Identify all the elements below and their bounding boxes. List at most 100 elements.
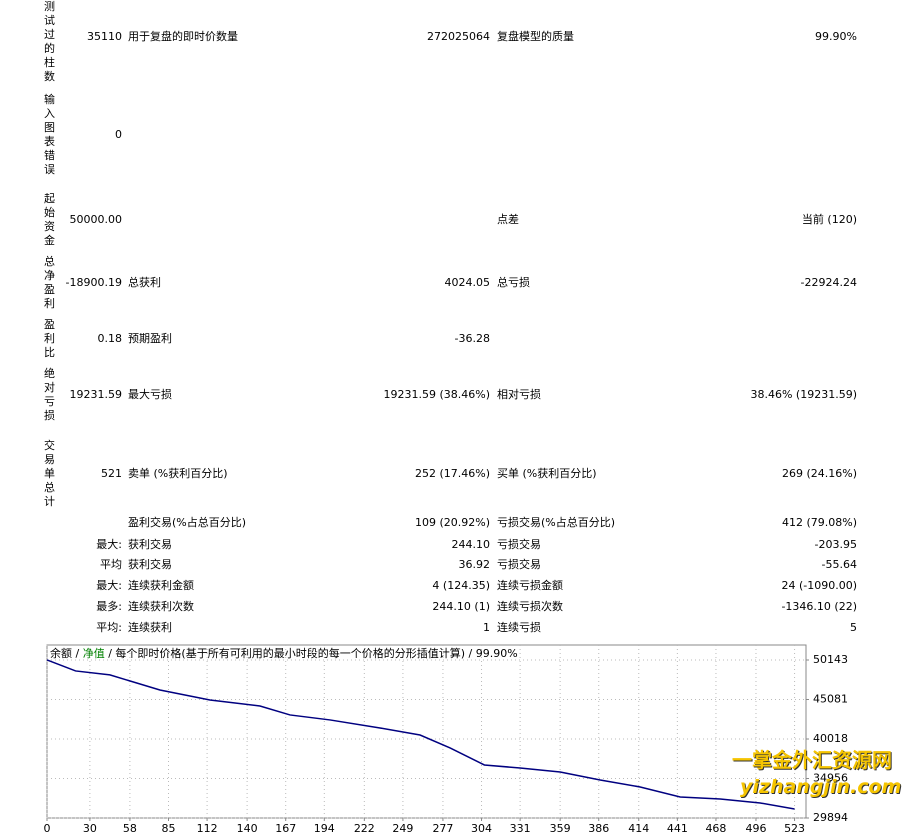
row-prefix: 平均 <box>100 558 122 571</box>
row-label: 盈利比 <box>44 318 55 359</box>
watermark-url: yizhangjin.com <box>740 776 902 798</box>
field-name: 预期盈利 <box>128 332 172 345</box>
field-name: 连续获利 <box>128 621 172 634</box>
x-tick-label: 140 <box>237 822 258 835</box>
balance-line <box>46 659 795 810</box>
field-value: 4024.05 <box>444 276 491 289</box>
row-value: 19231.59 <box>69 388 123 401</box>
legend: 余额 / 净值 / 每个即时价格(基于所有可利用的最小时段的每一个价格的分形插值… <box>50 646 518 660</box>
row-value: -18900.19 <box>65 276 122 289</box>
field-value: 272025064 <box>427 30 490 43</box>
field-value: 19231.59 (38.46%) <box>383 388 490 401</box>
field-value: -22924.24 <box>800 276 857 289</box>
field-name: 相对亏损 <box>497 388 541 401</box>
x-tick-label: 85 <box>161 822 175 835</box>
row-prefix: 平均: <box>96 621 122 634</box>
row-prefix: 最大: <box>96 538 122 551</box>
field-value: 252 (17.46%) <box>414 467 490 480</box>
field-value: 36.92 <box>458 558 491 571</box>
field-value: -36.28 <box>454 332 490 345</box>
row-value: 0.18 <box>97 332 123 345</box>
field-name: 连续亏损金额 <box>497 579 563 592</box>
field-name: 连续亏损 <box>497 621 541 634</box>
x-tick-label: 167 <box>275 822 296 835</box>
field-name: 亏损交易 <box>497 538 541 551</box>
field-name: 卖单 (%获利百分比) <box>128 467 228 480</box>
x-tick-label: 0 <box>44 822 51 835</box>
row-value: 521 <box>101 467 122 480</box>
x-tick-label: 277 <box>432 822 453 835</box>
row-value: 50000.00 <box>69 213 123 226</box>
x-tick-label: 359 <box>550 822 571 835</box>
x-tick-label: 30 <box>83 822 97 835</box>
field-name: 连续获利次数 <box>128 600 194 613</box>
field-value: 38.46% (19231.59) <box>750 388 857 401</box>
plot-area <box>46 644 807 819</box>
x-tick-label: 249 <box>392 822 413 835</box>
row-label: 交易单总计 <box>44 439 55 508</box>
field-value: 244.10 <box>451 538 491 551</box>
x-tick-label: 414 <box>628 822 649 835</box>
y-tick-label: 29894 <box>813 811 848 824</box>
field-value: 24 (-1090.00) <box>781 579 857 592</box>
legend-item: 余额 <box>50 646 72 660</box>
legend-separator: / <box>72 647 83 660</box>
x-tick-label: 496 <box>745 822 766 835</box>
y-tick-label: 45081 <box>813 692 848 705</box>
row-label: 总净盈利 <box>44 255 55 310</box>
x-tick-label: 58 <box>123 822 137 835</box>
x-tick-label: 112 <box>197 822 218 835</box>
field-name: 点差 <box>497 213 519 226</box>
row-prefix: 最多: <box>96 600 122 613</box>
field-value: -1346.10 (22) <box>781 600 857 613</box>
row-label: 起始资金 <box>44 192 55 247</box>
x-tick-label: 468 <box>705 822 726 835</box>
field-name: 复盘模型的质量 <box>497 30 574 43</box>
field-name: 用于复盘的即时价数量 <box>128 30 238 43</box>
legend-item: 每个即时价格(基于所有可利用的最小时段的每一个价格的分形插值计算) <box>115 646 465 660</box>
field-value: 5 <box>850 621 857 634</box>
field-name: 总获利 <box>128 276 161 289</box>
field-name: 亏损交易 <box>497 558 541 571</box>
x-tick-label: 331 <box>510 822 531 835</box>
field-value: 244.10 (1) <box>432 600 490 613</box>
field-name: 买单 (%获利百分比) <box>497 467 597 480</box>
legend-separator: / <box>105 647 116 660</box>
field-value: 99.90% <box>815 30 857 43</box>
row-value: 35110 <box>87 30 122 43</box>
legend-separator: / <box>465 647 476 660</box>
field-name: 最大亏损 <box>128 388 172 401</box>
field-value: -203.95 <box>814 538 857 551</box>
field-value: 当前 (120) <box>801 213 857 226</box>
row-label: 绝对亏损 <box>44 367 55 422</box>
x-tick-label: 194 <box>314 822 335 835</box>
y-tick-label: 50143 <box>813 653 848 666</box>
field-value: 109 (20.92%) <box>414 516 490 529</box>
legend-item: 99.90% <box>476 647 518 660</box>
legend-item: 净值 <box>83 646 105 660</box>
field-value: 412 (79.08%) <box>781 516 857 529</box>
watermark-title: 一掌金外汇资源网 <box>732 748 892 772</box>
x-tick-label: 222 <box>354 822 375 835</box>
x-tick-label: 441 <box>667 822 688 835</box>
field-value: 4 (124.35) <box>432 579 490 592</box>
x-tick-label: 386 <box>588 822 609 835</box>
x-tick-label: 304 <box>471 822 492 835</box>
field-name: 总亏损 <box>497 276 530 289</box>
field-name: 获利交易 <box>128 558 172 571</box>
field-name: 盈利交易(%占总百分比) <box>128 516 247 529</box>
row-prefix: 最大: <box>96 579 122 592</box>
row-value: 0 <box>115 128 122 141</box>
row-label: 测试过的柱数 <box>44 0 55 83</box>
field-value: 269 (24.16%) <box>781 467 857 480</box>
field-name: 亏损交易(%占总百分比) <box>497 516 616 529</box>
field-name: 连续亏损次数 <box>497 600 563 613</box>
field-value: -55.64 <box>821 558 857 571</box>
field-value: 1 <box>483 621 490 634</box>
x-tick-label: 523 <box>784 822 805 835</box>
row-label: 输入图表错误 <box>44 93 55 176</box>
field-name: 获利交易 <box>128 538 172 551</box>
field-name: 连续获利金额 <box>128 579 194 592</box>
